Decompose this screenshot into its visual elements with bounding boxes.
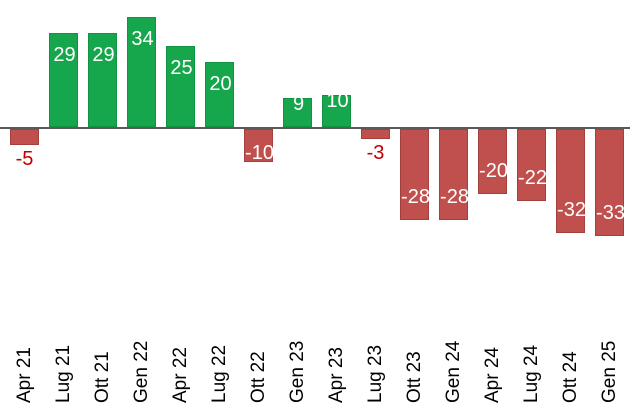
bar-column-gen-23: 9 bbox=[283, 0, 312, 310]
bar-value-label-ott-23: -28 bbox=[401, 186, 430, 208]
x-axis-tick-label-gen-22: Gen 22 bbox=[130, 340, 152, 403]
bar-gen-24: -28 bbox=[439, 129, 469, 220]
bar-column-ott-22: -10 bbox=[244, 0, 274, 310]
x-axis-tick-label-lug-23: Lug 23 bbox=[364, 344, 386, 403]
x-axis-tick-label-gen-23: Gen 23 bbox=[286, 340, 308, 403]
x-axis-tick-label-gen-25: Gen 25 bbox=[598, 340, 620, 403]
bar-gen-22: 34 bbox=[127, 16, 156, 127]
bar-value-label-ott-24: -32 bbox=[557, 199, 586, 221]
bar-column-lug-21: 29 bbox=[49, 0, 78, 310]
bar-apr-21 bbox=[10, 129, 39, 146]
x-axis-tick-label-lug-22: Lug 22 bbox=[208, 344, 230, 403]
bar-ott-23: -28 bbox=[400, 129, 430, 220]
bar-value-label-gen-22: 34 bbox=[131, 27, 154, 50]
bar-apr-24: -20 bbox=[478, 129, 508, 194]
bar-gen-23: 9 bbox=[283, 93, 312, 127]
bar-column-gen-24: -28 bbox=[439, 0, 469, 310]
bar-value-label-gen-24: -28 bbox=[440, 186, 469, 208]
x-axis-tick-label-apr-22: Apr 22 bbox=[169, 347, 191, 403]
x-axis-tick-label-apr-24: Apr 24 bbox=[481, 347, 503, 403]
x-axis-tick-label-ott-23: Ott 23 bbox=[403, 351, 425, 403]
bar-column-lug-24: -22 bbox=[517, 0, 547, 310]
bar-column-ott-24: -32 bbox=[556, 0, 586, 310]
bar-value-label-ott-22: -10 bbox=[245, 141, 274, 164]
bar-gen-25: -33 bbox=[595, 129, 625, 237]
bar-apr-22: 25 bbox=[166, 45, 195, 127]
bar-lug-22: 20 bbox=[205, 62, 234, 127]
x-axis-tick-label-gen-24: Gen 24 bbox=[442, 340, 464, 403]
bar-apr-23: 10 bbox=[322, 90, 351, 127]
bar-value-label-lug-24: -22 bbox=[518, 166, 547, 189]
bar-column-lug-23: -3 bbox=[361, 0, 390, 310]
bar-value-label-lug-23: -3 bbox=[366, 141, 385, 164]
bar-value-label-lug-21: 29 bbox=[53, 43, 76, 66]
x-axis-zero-line bbox=[0, 127, 630, 129]
bar-column-gen-25: -33 bbox=[595, 0, 625, 310]
bar-value-label-apr-23: 10 bbox=[326, 89, 349, 112]
bar-column-ott-23: -28 bbox=[400, 0, 430, 310]
plot-area: -5 29 29 34 25 20 -10 9 10 -3 -28 -28 -20 -22 -32 -33 bbox=[0, 0, 630, 310]
x-axis-tick-label-apr-21: Apr 21 bbox=[13, 347, 35, 403]
x-axis-tick-label-ott-24: Ott 24 bbox=[559, 351, 581, 403]
bar-column-apr-22: 25 bbox=[166, 0, 195, 310]
x-axis-tick-label-lug-21: Lug 21 bbox=[52, 344, 74, 403]
bar-column-gen-22: 34 bbox=[127, 0, 156, 310]
bar-column-apr-21: -5 bbox=[10, 0, 39, 310]
bar-value-label-apr-21: -5 bbox=[15, 148, 34, 171]
bar-ott-21: 29 bbox=[88, 32, 117, 127]
x-axis-tick-label-ott-21: Ott 21 bbox=[91, 351, 113, 403]
bar-column-apr-23: 10 bbox=[322, 0, 351, 310]
x-axis-tick-label-apr-23: Apr 23 bbox=[325, 347, 347, 403]
bar-value-label-apr-22: 25 bbox=[170, 56, 193, 79]
bar-value-label-gen-23: 9 bbox=[292, 92, 305, 115]
bar-lug-21: 29 bbox=[49, 32, 78, 127]
bar-value-label-gen-25: -33 bbox=[596, 202, 625, 225]
bar-column-apr-24: -20 bbox=[478, 0, 508, 310]
bar-lug-23 bbox=[361, 129, 390, 139]
bar-lug-24: -22 bbox=[517, 129, 547, 201]
bar-ott-22: -10 bbox=[244, 129, 274, 164]
x-axis-tick-label-lug-24: Lug 24 bbox=[520, 344, 542, 403]
bar-column-lug-22: 20 bbox=[205, 0, 234, 310]
bar-value-label-apr-24: -20 bbox=[479, 160, 508, 182]
bar-value-label-lug-22: 20 bbox=[209, 73, 232, 95]
x-axis-tick-label-ott-22: Ott 22 bbox=[247, 351, 269, 403]
bar-ott-24: -32 bbox=[556, 129, 586, 233]
bar-value-label-ott-21: 29 bbox=[92, 43, 115, 66]
bar-column-ott-21: 29 bbox=[88, 0, 117, 310]
